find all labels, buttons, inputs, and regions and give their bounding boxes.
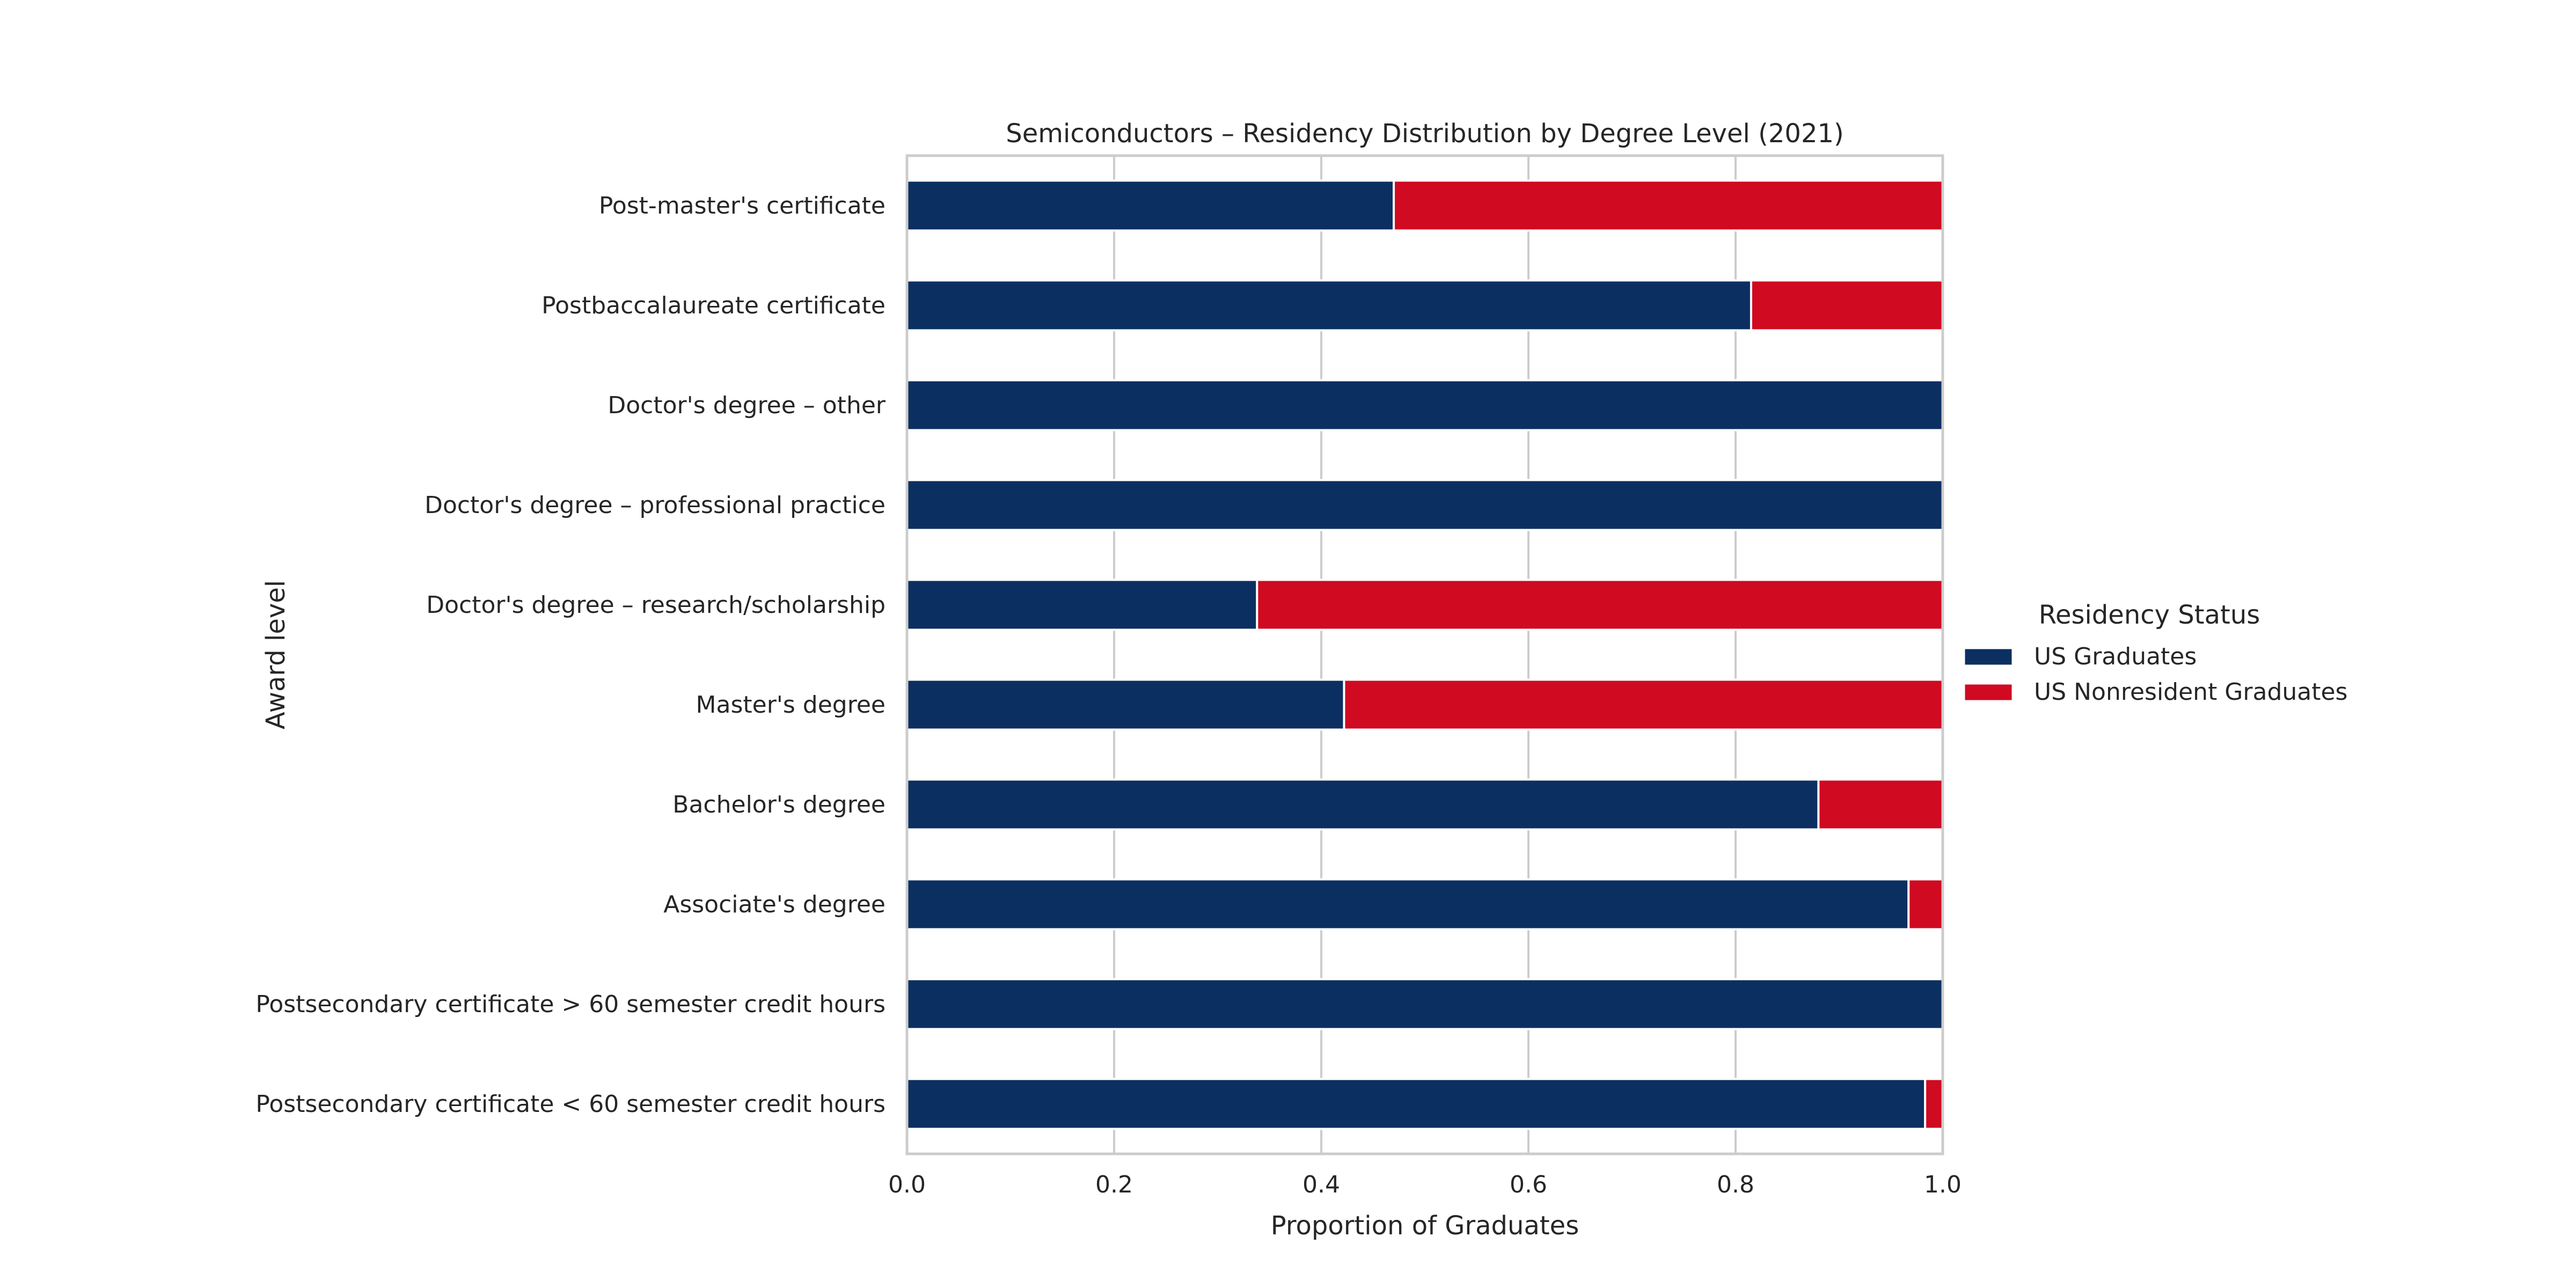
y-tick-label: Postbaccalaureate certificate [541,292,885,319]
x-tick-label: 1.0 [1924,1171,1962,1198]
x-tick-label: 0.2 [1095,1171,1133,1198]
chart-title: Semiconductors – Residency Distribution … [1006,119,1844,149]
bar-segment [906,179,1395,232]
x-ticks: 0.0 0.2 0.4 0.6 0.8 1.0 [888,1171,1962,1198]
y-tick-label: Doctor's degree – professional practice [425,492,885,519]
legend-label: US Graduates [2034,643,2197,670]
bar-segment [1343,678,1944,731]
bar-segment [906,878,1910,931]
legend: Residency Status US Graduates US Nonresid… [1963,600,2347,706]
legend-items: US Graduates US Nonresident Graduates [1963,643,2347,706]
x-axis-label: Proportion of Graduates [1271,1211,1579,1241]
bars [906,179,1944,1130]
legend-title: Residency Status [2039,600,2260,630]
y-tick-label: Postsecondary certificate > 60 semester … [255,991,885,1018]
x-tick-label: 0.8 [1717,1171,1754,1198]
plot-frame [905,154,1944,1155]
bar-segment [906,379,1944,431]
y-tick-label: Post-master's certificate [599,192,885,219]
y-tick-label: Doctor's degree – other [608,392,886,419]
bar-segment [1817,778,1944,831]
y-tick-label: Associate's degree [663,891,885,918]
y-ticks: Post-master's certificate Postbaccalaurea… [255,192,886,1118]
bar-segment [906,978,1944,1030]
legend-swatch [1963,647,2014,667]
bar-segment [1256,579,1944,631]
x-tick-label: 0.6 [1510,1171,1547,1198]
x-tick-label: 0.4 [1302,1171,1340,1198]
bar-segment [1924,1078,1944,1130]
y-axis-label: Award level [261,580,291,729]
bar-segment [906,778,1820,831]
x-tick-label: 0.0 [888,1171,926,1198]
bar-segment [906,1078,1927,1130]
bar-segment [906,279,1752,332]
bar-segment [906,579,1258,631]
y-tick-label: Bachelor's degree [672,791,885,818]
y-tick-label: Postsecondary certificate < 60 semester … [255,1091,885,1118]
bar-segment [1750,279,1944,332]
legend-label: US Nonresident Graduates [2034,678,2347,706]
bar-segment [906,479,1944,531]
bar-segment [1393,179,1944,232]
y-tick-label: Doctor's degree – research/scholarship [426,591,885,619]
bar-segment [1907,878,1944,931]
y-tick-label: Master's degree [696,691,885,719]
bar-segment [906,678,1345,731]
legend-swatch [1963,683,2014,702]
